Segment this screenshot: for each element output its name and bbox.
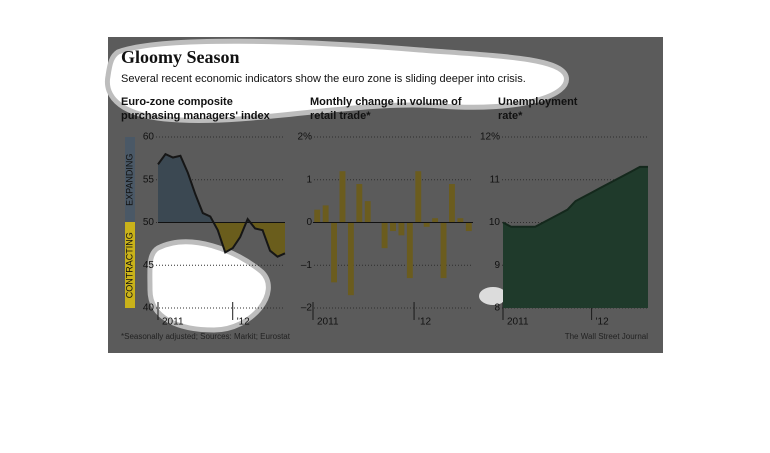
chart-title: retail trade* bbox=[310, 110, 371, 122]
x-tick-label: 2011 bbox=[317, 317, 339, 328]
source: The Wall Street Journal bbox=[565, 332, 649, 341]
bar bbox=[390, 222, 396, 232]
y-tick-label: –1 bbox=[301, 260, 313, 271]
line bbox=[157, 152, 286, 258]
x-tick-label: 2011 bbox=[162, 317, 184, 328]
y-tick-label: 0 bbox=[306, 217, 312, 228]
y-tick-label: 9 bbox=[494, 260, 500, 271]
chart-title: Unemployment bbox=[498, 96, 578, 108]
chart-title: Monthly change in volume of bbox=[310, 96, 462, 108]
bar bbox=[457, 218, 464, 223]
bar bbox=[465, 222, 472, 232]
highlight-blob bbox=[479, 287, 507, 305]
bar bbox=[364, 201, 371, 223]
chart-title: Euro-zone composite bbox=[121, 96, 233, 108]
y-tick-label: 1 bbox=[306, 174, 312, 185]
y-tick-label: 12% bbox=[480, 132, 500, 143]
bar bbox=[432, 218, 439, 223]
expanding-bar bbox=[125, 137, 135, 222]
y-tick-label: 50 bbox=[143, 217, 155, 228]
annotation: EXPANDING bbox=[124, 154, 134, 206]
bar bbox=[347, 222, 354, 296]
bar bbox=[440, 222, 447, 279]
y-tick-label: 8 bbox=[494, 303, 500, 314]
contracting-bar bbox=[125, 222, 135, 308]
highlight-blob bbox=[104, 38, 569, 123]
x-tick-label: '12 bbox=[596, 317, 609, 328]
y-tick-label: 11 bbox=[490, 174, 501, 185]
y-tick-label: 55 bbox=[143, 174, 155, 185]
chart-title: rate* bbox=[498, 110, 523, 122]
footnote: *Seasonally adjusted; Sources: Markit; E… bbox=[121, 332, 291, 341]
x-tick-label: 2011 bbox=[507, 317, 529, 328]
bar bbox=[398, 222, 405, 236]
annotation: CONTRACTING bbox=[124, 232, 134, 298]
bar bbox=[322, 205, 329, 223]
bar bbox=[339, 171, 346, 223]
x-tick-label: '12 bbox=[418, 317, 431, 328]
bar bbox=[314, 209, 321, 223]
line bbox=[502, 165, 648, 228]
y-tick-label: 60 bbox=[143, 132, 155, 143]
area bbox=[503, 166, 648, 308]
y-tick-label: 2% bbox=[298, 132, 313, 143]
bar bbox=[415, 171, 422, 223]
chart-title: purchasing managers' index bbox=[121, 110, 271, 122]
bar bbox=[449, 184, 455, 223]
y-tick-label: 40 bbox=[143, 303, 155, 314]
x-tick-label: '12 bbox=[237, 317, 250, 328]
bar bbox=[406, 222, 413, 279]
y-tick-label: 10 bbox=[489, 217, 501, 228]
bar bbox=[356, 184, 363, 223]
y-tick-label: –2 bbox=[301, 303, 313, 314]
bar bbox=[381, 222, 388, 249]
y-tick-label: 45 bbox=[143, 260, 155, 271]
bar bbox=[423, 222, 430, 227]
subtitle: Several recent economic indicators show … bbox=[121, 73, 526, 85]
area bbox=[158, 154, 285, 223]
title: Gloomy Season bbox=[121, 47, 240, 67]
bar bbox=[331, 222, 337, 283]
